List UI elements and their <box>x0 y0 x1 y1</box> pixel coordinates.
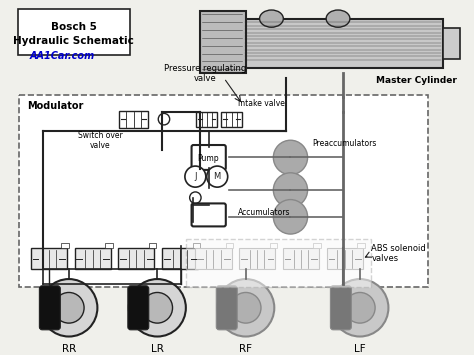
Text: M: M <box>214 172 221 181</box>
Ellipse shape <box>260 10 283 27</box>
FancyBboxPatch shape <box>128 286 149 330</box>
Bar <box>313 243 321 248</box>
Text: RF: RF <box>239 344 252 354</box>
Bar <box>357 243 365 248</box>
Text: LF: LF <box>354 344 366 354</box>
Text: ABS solenoid
valves: ABS solenoid valves <box>371 244 426 263</box>
Text: J: J <box>194 172 197 181</box>
Bar <box>243 18 443 69</box>
Text: RR: RR <box>62 344 76 354</box>
Text: Pressure regulating
valve: Pressure regulating valve <box>164 64 246 83</box>
Bar <box>74 248 111 269</box>
Bar <box>61 243 69 248</box>
Text: Intake valve: Intake valve <box>238 99 285 108</box>
Bar <box>119 110 148 128</box>
Text: Master Cylinder: Master Cylinder <box>376 76 457 85</box>
Bar <box>186 239 371 287</box>
FancyBboxPatch shape <box>191 203 226 226</box>
Bar <box>196 111 217 127</box>
Circle shape <box>190 192 201 203</box>
Bar <box>200 11 246 73</box>
Bar <box>221 111 242 127</box>
Circle shape <box>345 293 375 323</box>
Text: Preaccumulators: Preaccumulators <box>312 138 377 148</box>
FancyBboxPatch shape <box>39 286 60 330</box>
Bar <box>162 248 198 269</box>
Circle shape <box>158 113 170 125</box>
Circle shape <box>207 166 228 187</box>
Circle shape <box>273 173 308 207</box>
Text: Switch over
valve: Switch over valve <box>78 131 123 150</box>
Bar <box>105 243 113 248</box>
Text: LR: LR <box>151 344 164 354</box>
Ellipse shape <box>326 10 350 27</box>
Circle shape <box>273 140 308 175</box>
Bar <box>239 248 275 269</box>
Circle shape <box>185 166 206 187</box>
Circle shape <box>331 279 388 337</box>
FancyBboxPatch shape <box>330 286 351 330</box>
Text: Bosch 5
Hydraulic Schematic: Bosch 5 Hydraulic Schematic <box>13 22 134 46</box>
Bar <box>149 243 156 248</box>
Circle shape <box>129 279 186 337</box>
Bar <box>270 243 277 248</box>
Bar <box>327 248 363 269</box>
Text: AA1Car.com: AA1Car.com <box>29 51 95 61</box>
FancyBboxPatch shape <box>216 286 237 330</box>
Circle shape <box>273 200 308 234</box>
Bar <box>31 248 67 269</box>
Bar <box>192 243 200 248</box>
Bar <box>19 95 428 287</box>
Circle shape <box>230 293 261 323</box>
Circle shape <box>217 279 274 337</box>
Text: Accumulators: Accumulators <box>238 208 291 217</box>
Text: Modulator: Modulator <box>27 101 83 111</box>
Text: Pump: Pump <box>197 154 219 163</box>
Circle shape <box>142 293 173 323</box>
Circle shape <box>40 279 97 337</box>
Bar <box>283 248 319 269</box>
Bar <box>226 243 233 248</box>
Circle shape <box>54 293 84 323</box>
Bar <box>18 9 130 55</box>
Bar <box>443 28 460 59</box>
Bar <box>195 248 231 269</box>
Bar <box>118 248 155 269</box>
FancyBboxPatch shape <box>191 145 226 170</box>
